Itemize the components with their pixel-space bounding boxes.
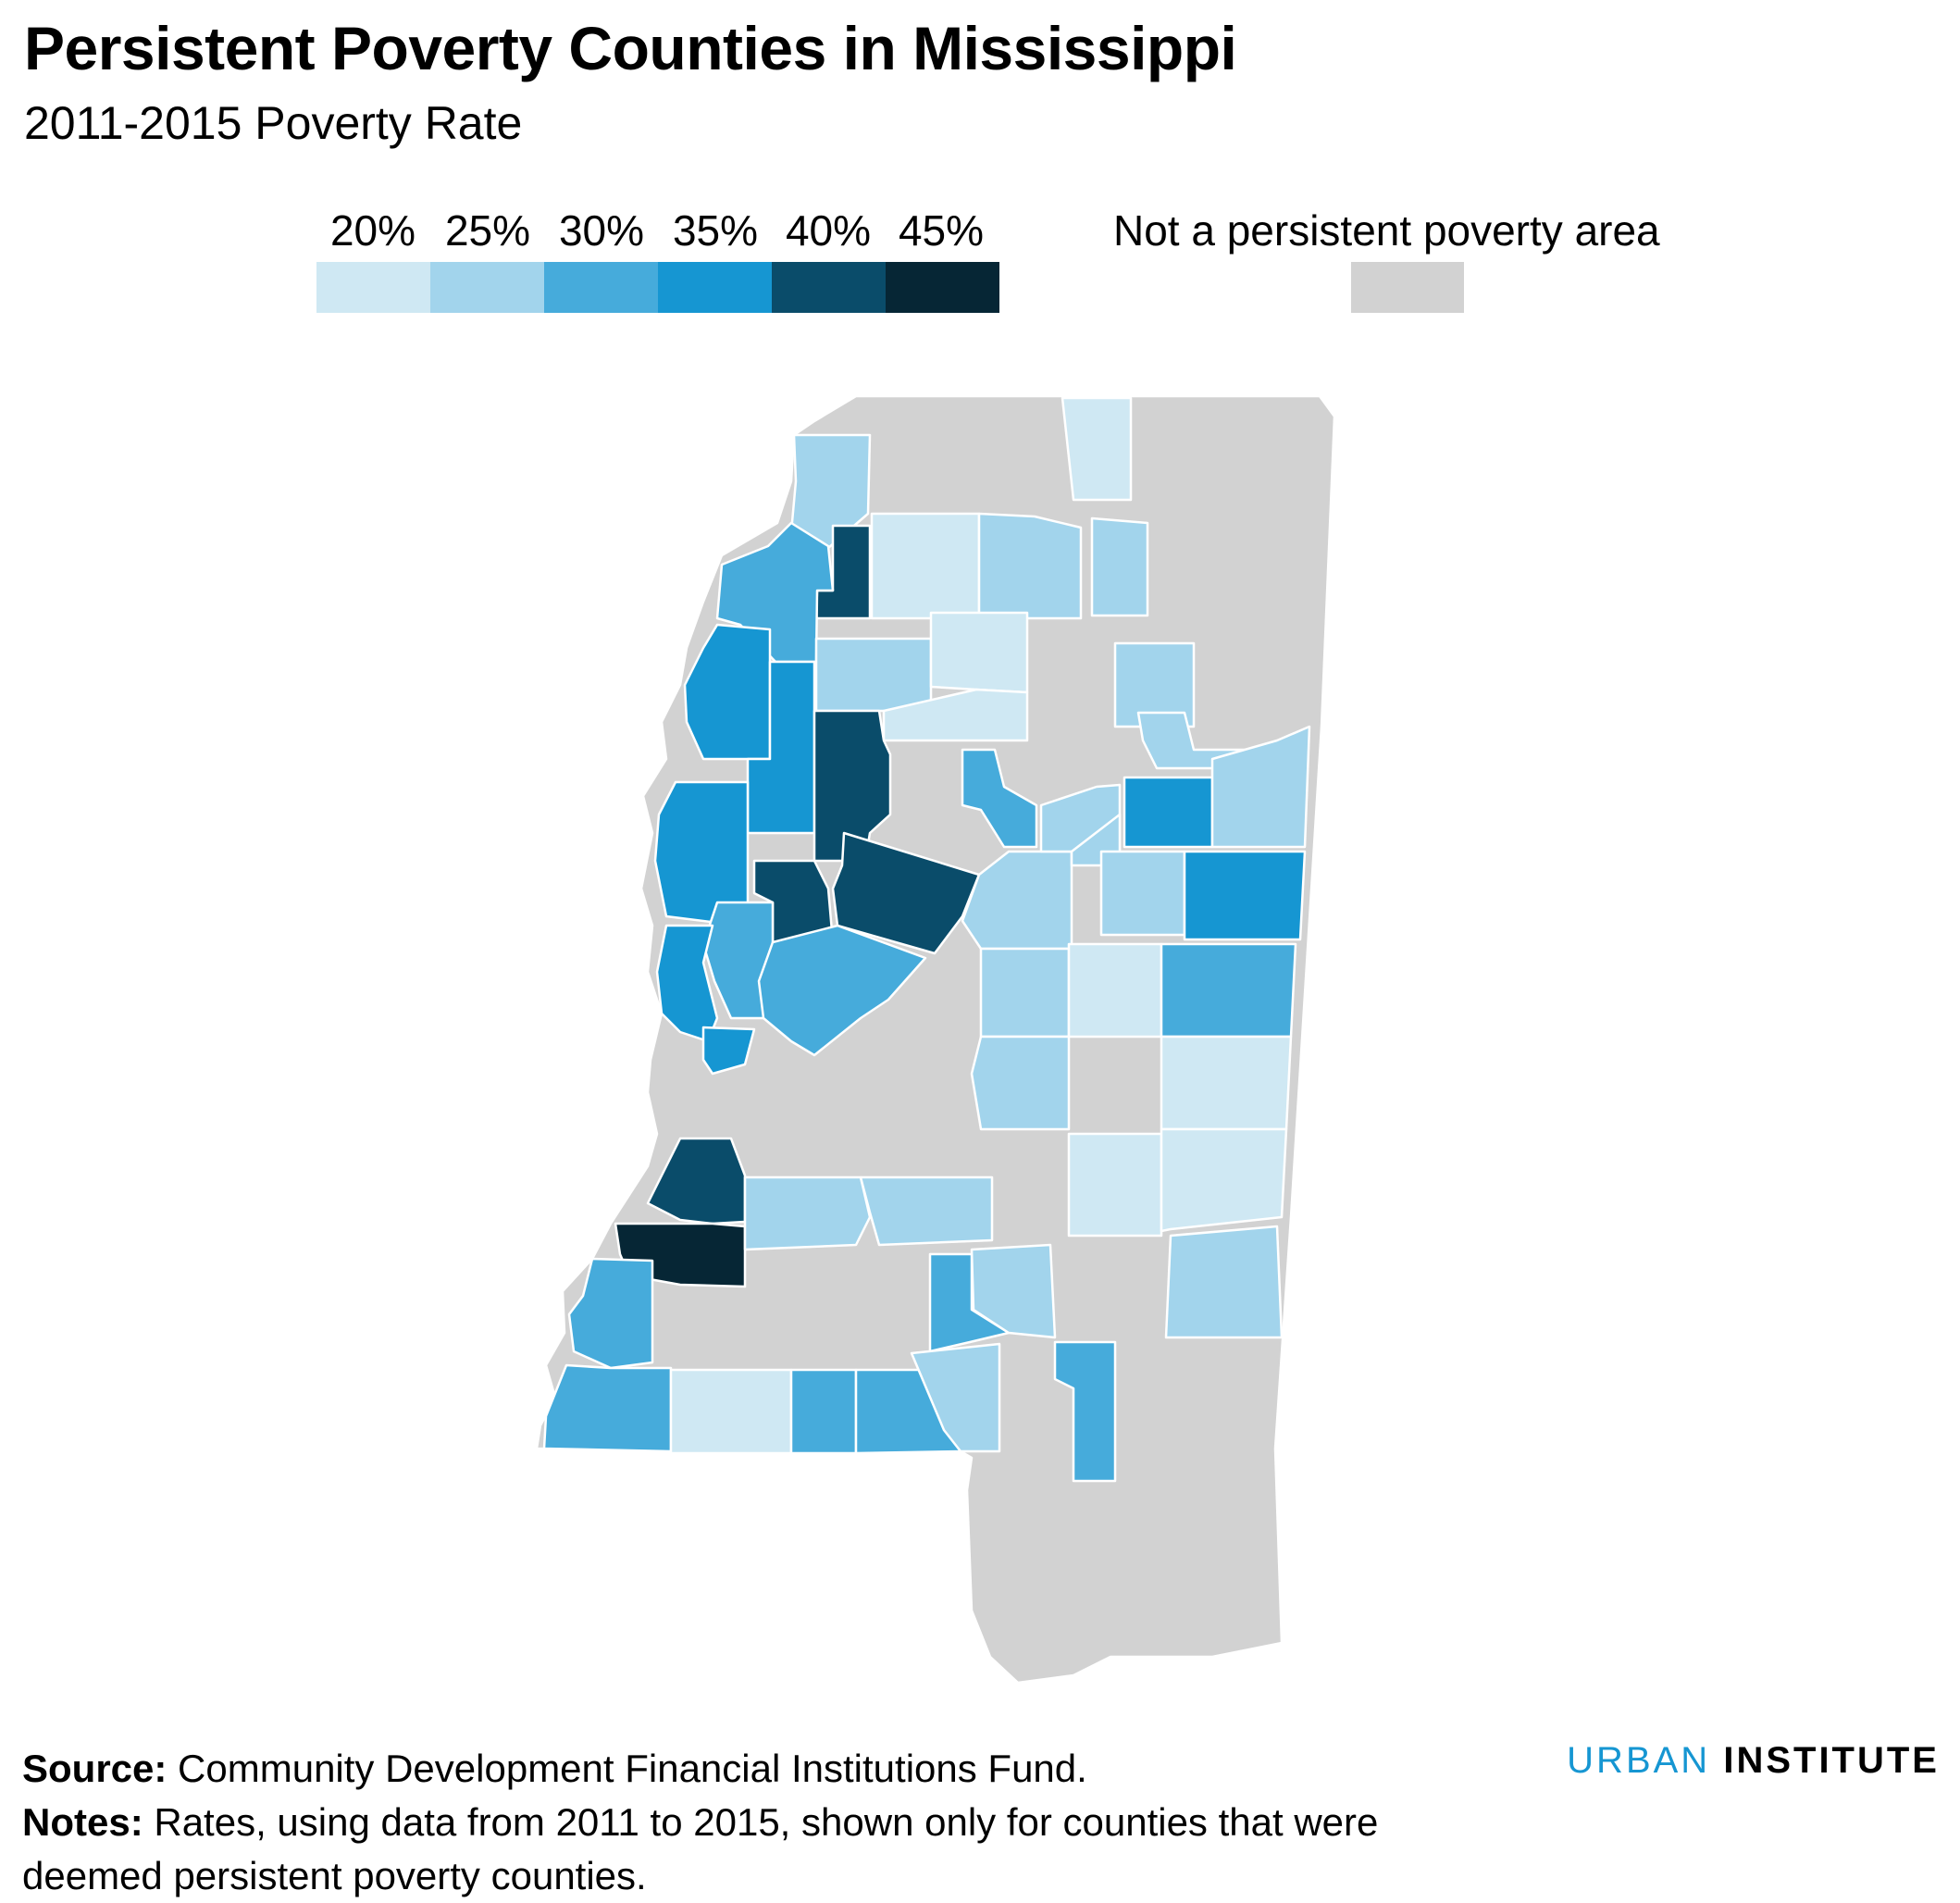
county-jasper bbox=[1067, 1132, 1163, 1238]
county-washington bbox=[653, 780, 750, 927]
urban-institute-logo: URBAN INSTITUTE bbox=[1567, 1740, 1940, 1782]
county-yalobusha bbox=[929, 611, 1029, 694]
legend-tick-30: 30% bbox=[558, 206, 645, 255]
county-chickasaw bbox=[1113, 641, 1196, 728]
source-label: Source: bbox=[22, 1747, 167, 1790]
county-covington bbox=[970, 1243, 1057, 1339]
county-winston bbox=[1099, 850, 1186, 937]
county-kemper bbox=[1160, 942, 1297, 1039]
county-pike-w bbox=[669, 1368, 793, 1455]
notes-text: Rates, using data from 2011 to 2015, sho… bbox=[22, 1800, 1379, 1897]
county-copiah bbox=[743, 1175, 872, 1251]
county-leflore bbox=[813, 709, 892, 863]
source-line: Source: Community Development Financial … bbox=[22, 1742, 1484, 1796]
county-leake bbox=[979, 947, 1071, 1039]
county-lafayette-n bbox=[977, 512, 1083, 620]
county-yazoo bbox=[757, 924, 927, 1057]
county-tate bbox=[1061, 396, 1133, 502]
legend-na-label: Not a persistent poverty area bbox=[1113, 206, 1660, 255]
county-carroll bbox=[961, 748, 1038, 849]
legend: 20% 25% 30% 35% 40% 45% Not a persistent… bbox=[0, 0, 1960, 333]
logo-word-institute: INSTITUTE bbox=[1723, 1740, 1940, 1781]
county-bolivar bbox=[683, 623, 772, 761]
county-newton-e bbox=[1160, 1035, 1293, 1131]
legend-swatch-35-40 bbox=[658, 262, 772, 313]
logo-word-urban: URBAN bbox=[1567, 1740, 1711, 1781]
county-simpson-w bbox=[859, 1175, 994, 1247]
county-neshoba bbox=[1067, 942, 1163, 1039]
legend-swatch-40-45 bbox=[772, 262, 886, 313]
county-calhoun bbox=[1090, 516, 1149, 617]
county-oktibbeha bbox=[1123, 776, 1214, 849]
legend-swatch-20-25 bbox=[316, 262, 430, 313]
county-lowndes bbox=[1210, 725, 1311, 849]
page-title: Persistent Poverty Counties in Mississip… bbox=[24, 14, 1237, 82]
county-lamar-w bbox=[1053, 1340, 1117, 1483]
page-subtitle: 2011-2015 Poverty Rate bbox=[24, 97, 523, 149]
source-text: Community Development Financial Institut… bbox=[167, 1747, 1087, 1790]
footer: Source: Community Development Financial … bbox=[22, 1742, 1484, 1903]
county-marion bbox=[910, 1342, 1001, 1453]
county-scott bbox=[970, 1035, 1071, 1131]
county-warren-s bbox=[701, 1026, 756, 1076]
legend-tick-35: 35% bbox=[672, 206, 759, 255]
legend-tick-45: 45% bbox=[898, 206, 985, 255]
county-noxubee bbox=[1183, 850, 1307, 941]
county-panola bbox=[870, 512, 981, 620]
county-wilkinson-s bbox=[542, 1363, 673, 1453]
county-tallahatchie bbox=[814, 637, 933, 713]
legend-na-swatch bbox=[1351, 262, 1464, 313]
legend-swatch-30-35 bbox=[544, 262, 658, 313]
county-wayne bbox=[1164, 1225, 1284, 1339]
legend-tick-25: 25% bbox=[444, 206, 531, 255]
legend-swatch-45-50 bbox=[886, 262, 999, 313]
notes-label: Notes: bbox=[22, 1800, 143, 1844]
notes-line: Notes: Rates, using data from 2011 to 20… bbox=[22, 1796, 1484, 1903]
legend-tick-20: 20% bbox=[329, 206, 416, 255]
county-clarke bbox=[1160, 1127, 1288, 1233]
legend-swatch-25-30 bbox=[430, 262, 544, 313]
county-pike bbox=[789, 1368, 858, 1455]
mississippi-county-map bbox=[535, 394, 1336, 1685]
legend-tick-40: 40% bbox=[785, 206, 872, 255]
county-amite-w bbox=[567, 1257, 654, 1370]
